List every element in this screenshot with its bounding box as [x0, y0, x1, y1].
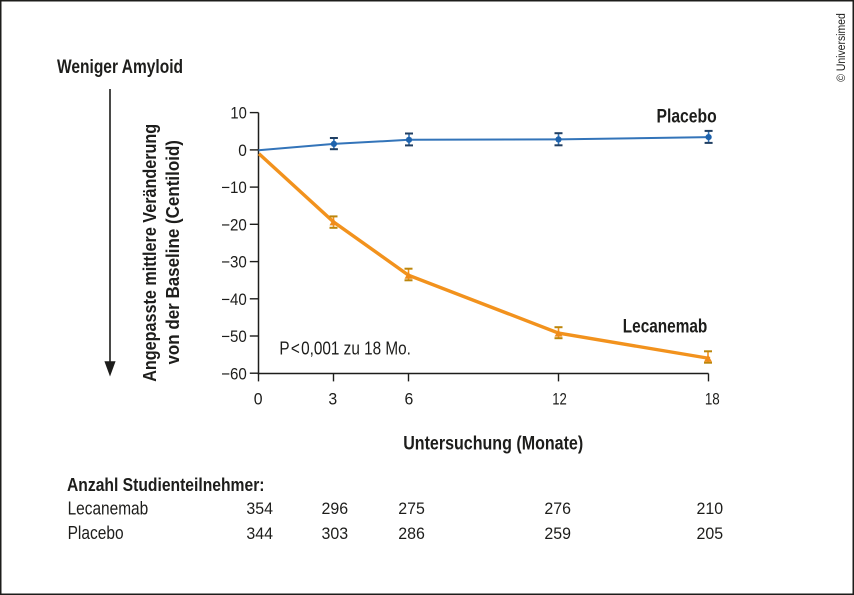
svg-text:275: 275: [398, 499, 425, 518]
svg-text:−40: −40: [221, 290, 247, 309]
svg-text:18: 18: [705, 389, 720, 408]
svg-text:303: 303: [322, 524, 349, 543]
svg-text:210: 210: [697, 499, 724, 518]
svg-text:Untersuchung (Monate): Untersuchung (Monate): [403, 433, 583, 455]
svg-text:0: 0: [238, 141, 247, 160]
svg-text:344: 344: [246, 524, 273, 543]
svg-text:0: 0: [254, 389, 263, 408]
svg-text:Placebo: Placebo: [657, 105, 717, 127]
svg-text:−20: −20: [221, 215, 247, 234]
svg-text:Anzahl Studienteilnehmer:: Anzahl Studienteilnehmer:: [67, 474, 265, 495]
svg-text:−10: −10: [221, 178, 247, 197]
svg-text:296: 296: [322, 499, 349, 518]
svg-text:−30: −30: [221, 253, 247, 272]
svg-text:205: 205: [697, 524, 724, 543]
svg-text:12: 12: [552, 389, 567, 408]
svg-text:286: 286: [398, 524, 425, 543]
svg-text:© Universimed: © Universimed: [834, 13, 848, 82]
svg-text:10: 10: [230, 104, 246, 123]
svg-text:6: 6: [405, 389, 414, 408]
svg-text:−60: −60: [221, 364, 247, 383]
svg-text:Placebo: Placebo: [68, 522, 124, 543]
svg-text:von der Baseline (Centiloid): von der Baseline (Centiloid): [162, 140, 183, 364]
svg-text:3: 3: [328, 389, 337, 408]
svg-text:276: 276: [544, 499, 571, 518]
svg-text:−50: −50: [221, 327, 247, 346]
svg-text:Angepasste mittlere Veränderun: Angepasste mittlere Veränderung: [139, 124, 160, 382]
svg-text:Lecanemab: Lecanemab: [68, 498, 149, 519]
svg-text:Lecanemab: Lecanemab: [623, 316, 708, 337]
svg-text:259: 259: [544, 524, 571, 543]
svg-text:P < 0,001 zu 18 Mo.: P < 0,001 zu 18 Mo.: [279, 338, 411, 359]
svg-text:Weniger Amyloid: Weniger Amyloid: [57, 57, 183, 78]
svg-text:354: 354: [246, 499, 273, 518]
